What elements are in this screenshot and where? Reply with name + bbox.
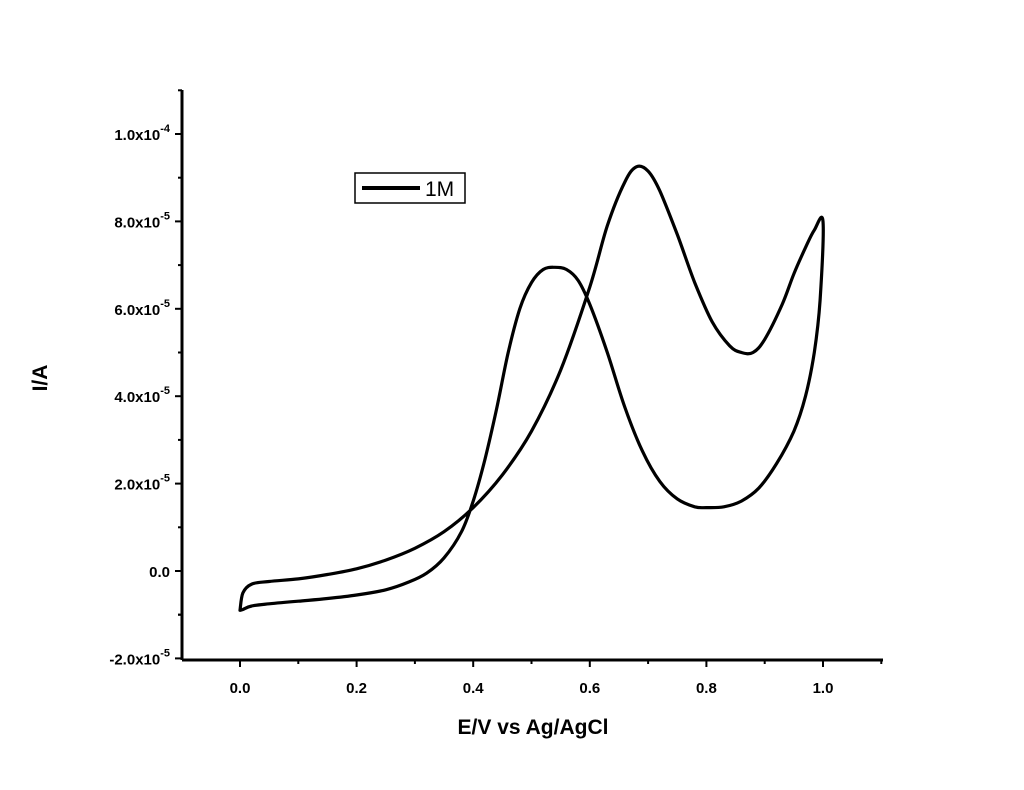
x-axis-title: E/V vs Ag/AgCl: [458, 716, 609, 739]
y-tick-label: 1.0x10-4: [114, 123, 171, 144]
x-tick-label: 0.8: [696, 680, 717, 697]
x-tick-label: 0.0: [230, 680, 251, 697]
y-tick-label: 0.0: [149, 564, 170, 581]
y-tick-label: 2.0x10-5: [114, 473, 170, 494]
plot-area: -2.0x10-5 0.0 2.0x10-5 4.0x10-5 6.0x10-5 8.0x…: [109, 89, 883, 697]
series-layer: [238, 164, 825, 612]
y-axis-title: I/A: [29, 365, 52, 392]
legend: 1M: [354, 172, 466, 204]
series-line-1M: [238, 164, 825, 612]
legend-label: 1M: [425, 178, 454, 201]
x-tick-label: 0.6: [579, 680, 600, 697]
x-tick-label: 1.0: [813, 680, 834, 697]
y-tick-label: -2.0x10-5: [109, 647, 170, 668]
y-tick-label: 8.0x10-5: [114, 210, 170, 231]
x-tick-label: 0.2: [346, 680, 367, 697]
y-tick-label: 6.0x10-5: [114, 298, 170, 319]
y-tick-label: 4.0x10-5: [114, 385, 170, 406]
x-axis-ticks: 0.0 0.2 0.4 0.6 0.8 1.0: [230, 660, 883, 697]
y-axis-ticks: -2.0x10-5 0.0 2.0x10-5 4.0x10-5 6.0x10-5 8.0x…: [109, 89, 182, 668]
x-tick-label: 0.4: [463, 680, 485, 697]
